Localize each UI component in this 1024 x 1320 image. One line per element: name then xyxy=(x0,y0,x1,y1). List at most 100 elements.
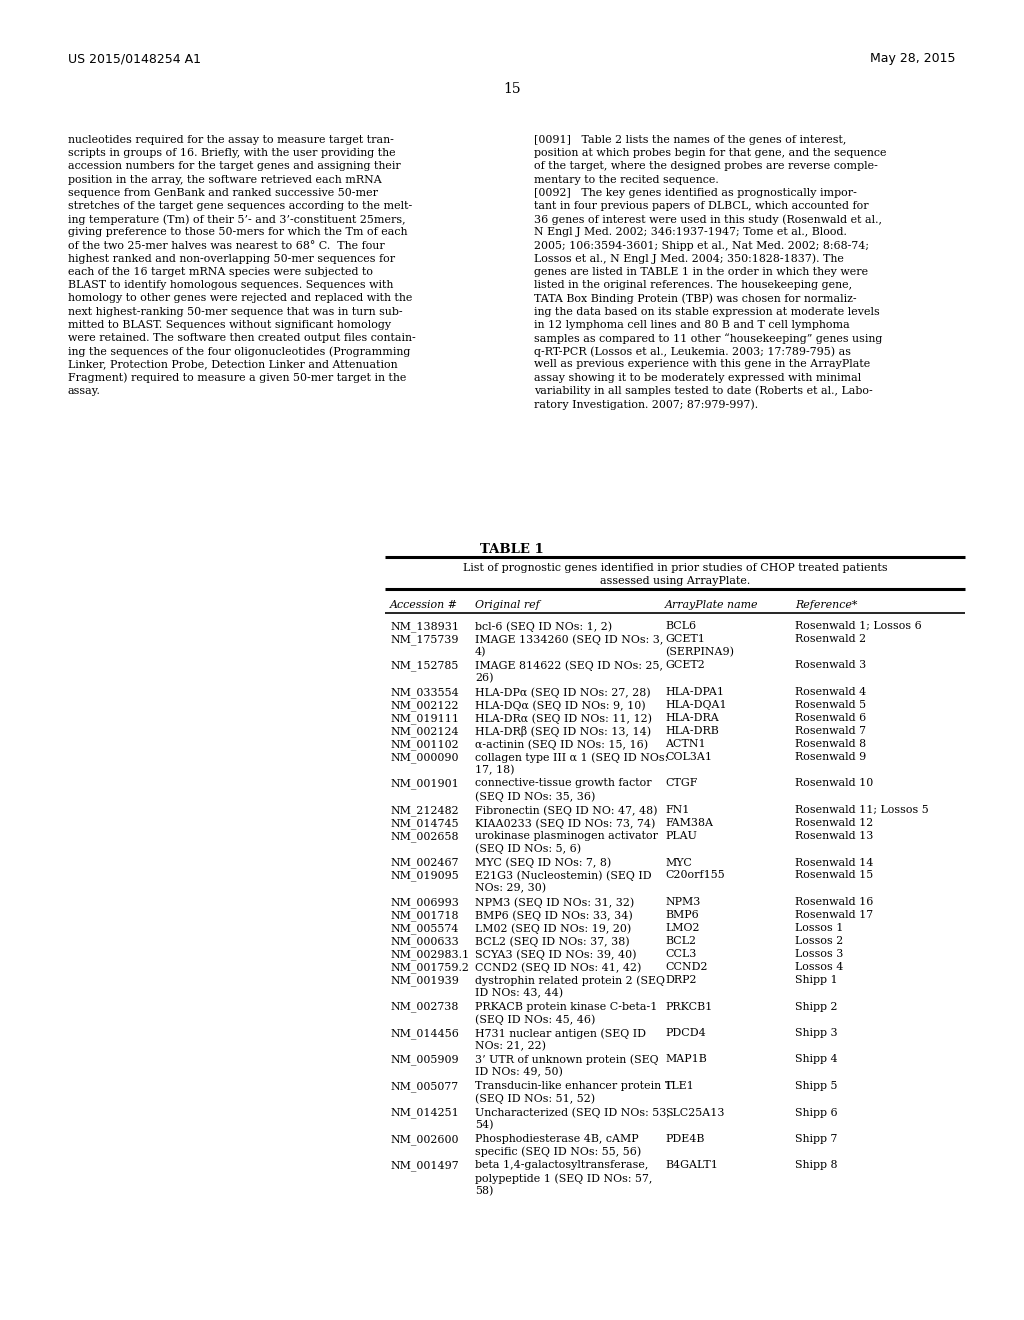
Text: [0092]   The key genes identified as prognostically impor-: [0092] The key genes identified as progn… xyxy=(534,187,857,198)
Text: accession numbers for the target genes and assigning their: accession numbers for the target genes a… xyxy=(68,161,400,172)
Text: LMO2: LMO2 xyxy=(665,923,699,933)
Text: C20orf155: C20orf155 xyxy=(665,870,725,880)
Text: Rosenwald 7: Rosenwald 7 xyxy=(795,726,866,737)
Text: HLA-DQα (SEQ ID NOs: 9, 10): HLA-DQα (SEQ ID NOs: 9, 10) xyxy=(475,700,645,710)
Text: ID NOs: 49, 50): ID NOs: 49, 50) xyxy=(475,1067,563,1077)
Text: tant in four previous papers of DLBCL, which accounted for: tant in four previous papers of DLBCL, w… xyxy=(534,201,868,211)
Text: ratory Investigation. 2007; 87:979-997).: ratory Investigation. 2007; 87:979-997). xyxy=(534,399,758,409)
Text: NM_152785: NM_152785 xyxy=(390,660,459,671)
Text: (SEQ ID NOs: 5, 6): (SEQ ID NOs: 5, 6) xyxy=(475,843,582,854)
Text: Lossos 1: Lossos 1 xyxy=(795,923,844,933)
Text: GCET2: GCET2 xyxy=(665,660,705,671)
Text: PRKACB protein kinase C-beta-1: PRKACB protein kinase C-beta-1 xyxy=(475,1002,657,1011)
Text: SLC25A13: SLC25A13 xyxy=(665,1107,725,1118)
Text: Rosenwald 16: Rosenwald 16 xyxy=(795,898,873,907)
Text: 36 genes of interest were used in this study (Rosenwald et al.,: 36 genes of interest were used in this s… xyxy=(534,214,882,224)
Text: well as previous experience with this gene in the ArrayPlate: well as previous experience with this ge… xyxy=(534,359,870,370)
Text: NM_019095: NM_019095 xyxy=(390,870,459,882)
Text: Shipp 1: Shipp 1 xyxy=(795,975,838,985)
Text: NM_138931: NM_138931 xyxy=(390,620,459,632)
Text: position in the array, the software retrieved each mRNA: position in the array, the software retr… xyxy=(68,174,382,185)
Text: NM_002983.1: NM_002983.1 xyxy=(390,949,469,960)
Text: NOs: 21, 22): NOs: 21, 22) xyxy=(475,1040,546,1051)
Text: 26): 26) xyxy=(475,673,494,684)
Text: urokinase plasminogen activator: urokinase plasminogen activator xyxy=(475,832,658,841)
Text: assessed using ArrayPlate.: assessed using ArrayPlate. xyxy=(600,576,751,586)
Text: HLA-DPα (SEQ ID NOs: 27, 28): HLA-DPα (SEQ ID NOs: 27, 28) xyxy=(475,686,650,697)
Text: NM_014251: NM_014251 xyxy=(390,1107,459,1118)
Text: 54): 54) xyxy=(475,1119,494,1130)
Text: Rosenwald 2: Rosenwald 2 xyxy=(795,634,866,644)
Text: TABLE 1: TABLE 1 xyxy=(480,543,544,556)
Text: B4GALT1: B4GALT1 xyxy=(665,1160,718,1171)
Text: ID NOs: 43, 44): ID NOs: 43, 44) xyxy=(475,987,563,998)
Text: BMP6 (SEQ ID NOs: 33, 34): BMP6 (SEQ ID NOs: 33, 34) xyxy=(475,909,633,920)
Text: Shipp 3: Shipp 3 xyxy=(795,1028,838,1038)
Text: NM_175739: NM_175739 xyxy=(390,634,459,644)
Text: NM_000633: NM_000633 xyxy=(390,936,459,946)
Text: NOs: 29, 30): NOs: 29, 30) xyxy=(475,883,546,894)
Text: TLE1: TLE1 xyxy=(665,1081,694,1092)
Text: Linker, Protection Probe, Detection Linker and Attenuation: Linker, Protection Probe, Detection Link… xyxy=(68,359,397,370)
Text: assay.: assay. xyxy=(68,385,101,396)
Text: mentary to the recited sequence.: mentary to the recited sequence. xyxy=(534,174,719,185)
Text: genes are listed in TABLE 1 in the order in which they were: genes are listed in TABLE 1 in the order… xyxy=(534,267,868,277)
Text: NM_001718: NM_001718 xyxy=(390,909,459,921)
Text: TATA Box Binding Protein (TBP) was chosen for normaliz-: TATA Box Binding Protein (TBP) was chose… xyxy=(534,293,857,304)
Text: NM_212482: NM_212482 xyxy=(390,805,459,816)
Text: Rosenwald 17: Rosenwald 17 xyxy=(795,909,873,920)
Text: (SEQ ID NOs: 45, 46): (SEQ ID NOs: 45, 46) xyxy=(475,1014,595,1024)
Text: List of prognostic genes identified in prior studies of CHOP treated patients: List of prognostic genes identified in p… xyxy=(463,564,888,573)
Text: NM_002600: NM_002600 xyxy=(390,1134,459,1144)
Text: NM_001939: NM_001939 xyxy=(390,975,459,986)
Text: SCYA3 (SEQ ID NOs: 39, 40): SCYA3 (SEQ ID NOs: 39, 40) xyxy=(475,949,637,960)
Text: 58): 58) xyxy=(475,1185,494,1196)
Text: N Engl J Med. 2002; 346:1937-1947; Tome et al., Blood.: N Engl J Med. 2002; 346:1937-1947; Tome … xyxy=(534,227,847,238)
Text: beta 1,4-galactosyltransferase,: beta 1,4-galactosyltransferase, xyxy=(475,1160,648,1171)
Text: HLA-DRα (SEQ ID NOs: 11, 12): HLA-DRα (SEQ ID NOs: 11, 12) xyxy=(475,713,652,723)
Text: ing the data based on its stable expression at moderate levels: ing the data based on its stable express… xyxy=(534,306,880,317)
Text: (SEQ ID NOs: 51, 52): (SEQ ID NOs: 51, 52) xyxy=(475,1093,595,1104)
Text: scripts in groups of 16. Briefly, with the user providing the: scripts in groups of 16. Briefly, with t… xyxy=(68,148,395,158)
Text: ACTN1: ACTN1 xyxy=(665,739,706,748)
Text: giving preference to those 50-mers for which the Tm of each: giving preference to those 50-mers for w… xyxy=(68,227,408,238)
Text: homology to other genes were rejected and replaced with the: homology to other genes were rejected an… xyxy=(68,293,413,304)
Text: Shipp 6: Shipp 6 xyxy=(795,1107,838,1118)
Text: NPM3: NPM3 xyxy=(665,898,700,907)
Text: Rosenwald 15: Rosenwald 15 xyxy=(795,870,873,880)
Text: Shipp 8: Shipp 8 xyxy=(795,1160,838,1171)
Text: Rosenwald 10: Rosenwald 10 xyxy=(795,779,873,788)
Text: NM_002738: NM_002738 xyxy=(390,1002,459,1012)
Text: NM_001759.2: NM_001759.2 xyxy=(390,962,469,973)
Text: Phosphodiesterase 4B, cAMP: Phosphodiesterase 4B, cAMP xyxy=(475,1134,639,1144)
Text: Shipp 2: Shipp 2 xyxy=(795,1002,838,1011)
Text: Rosenwald 4: Rosenwald 4 xyxy=(795,686,866,697)
Text: NM_005574: NM_005574 xyxy=(390,923,459,933)
Text: PDE4B: PDE4B xyxy=(665,1134,705,1144)
Text: HLA-DPA1: HLA-DPA1 xyxy=(665,686,724,697)
Text: Rosenwald 14: Rosenwald 14 xyxy=(795,858,873,867)
Text: [0091]   Table 2 lists the names of the genes of interest,: [0091] Table 2 lists the names of the ge… xyxy=(534,135,847,145)
Text: in 12 lymphoma cell lines and 80 B and T cell lymphoma: in 12 lymphoma cell lines and 80 B and T… xyxy=(534,319,850,330)
Text: 4): 4) xyxy=(475,647,486,657)
Text: NM_006993: NM_006993 xyxy=(390,898,459,908)
Text: CCL3: CCL3 xyxy=(665,949,696,960)
Text: PLAU: PLAU xyxy=(665,832,697,841)
Text: assay showing it to be moderately expressed with minimal: assay showing it to be moderately expres… xyxy=(534,372,861,383)
Text: (SERPINA9): (SERPINA9) xyxy=(665,647,734,657)
Text: Shipp 7: Shipp 7 xyxy=(795,1134,838,1144)
Text: Rosenwald 5: Rosenwald 5 xyxy=(795,700,866,710)
Text: US 2015/0148254 A1: US 2015/0148254 A1 xyxy=(68,51,201,65)
Text: were retained. The software then created output files contain-: were retained. The software then created… xyxy=(68,333,416,343)
Text: GCET1: GCET1 xyxy=(665,634,705,644)
Text: Rosenwald 11; Lossos 5: Rosenwald 11; Lossos 5 xyxy=(795,805,929,814)
Text: FN1: FN1 xyxy=(665,805,689,814)
Text: q-RT-PCR (Lossos et al., Leukemia. 2003; 17:789-795) as: q-RT-PCR (Lossos et al., Leukemia. 2003;… xyxy=(534,346,851,356)
Text: LM02 (SEQ ID NOs: 19, 20): LM02 (SEQ ID NOs: 19, 20) xyxy=(475,923,631,933)
Text: 17, 18): 17, 18) xyxy=(475,764,514,775)
Text: KIAA0233 (SEQ ID NOs: 73, 74): KIAA0233 (SEQ ID NOs: 73, 74) xyxy=(475,818,655,829)
Text: DRP2: DRP2 xyxy=(665,975,696,985)
Text: polypeptide 1 (SEQ ID NOs: 57,: polypeptide 1 (SEQ ID NOs: 57, xyxy=(475,1173,652,1184)
Text: Rosenwald 13: Rosenwald 13 xyxy=(795,832,873,841)
Text: May 28, 2015: May 28, 2015 xyxy=(870,51,956,65)
